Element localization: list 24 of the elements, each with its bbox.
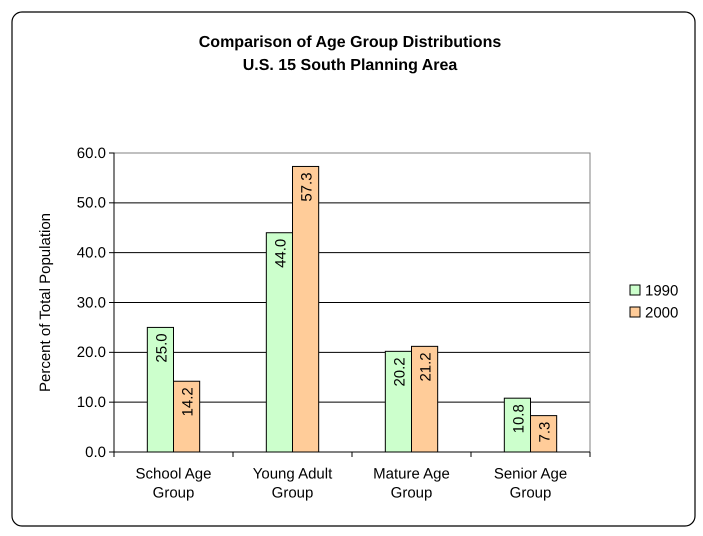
- y-axis-title: Percent of Total Population: [37, 212, 54, 392]
- data-label: 14.2: [180, 387, 197, 416]
- data-label: 21.2: [418, 352, 435, 382]
- y-tick-label: 40.0: [76, 244, 106, 262]
- data-label: 44.0: [272, 238, 290, 268]
- data-label: 57.3: [298, 172, 316, 202]
- data-label: 20.2: [391, 357, 408, 387]
- x-tick-label: School Age Group: [136, 466, 212, 502]
- y-tick-label: 30.0: [76, 294, 106, 312]
- data-label: 25.0: [153, 333, 170, 363]
- legend-label: 1990: [645, 282, 678, 300]
- x-tick-label: Senior Age Group: [494, 466, 568, 502]
- legend-label: 2000: [645, 304, 678, 322]
- chart-title: Comparison of Age Group Distributions: [198, 34, 502, 51]
- y-tick-label: 10.0: [76, 394, 106, 411]
- y-tick-label: 60.0: [76, 144, 106, 162]
- data-label: 7.3: [536, 422, 554, 442]
- x-tick-label: Young Adult Group: [252, 466, 334, 502]
- x-tick-label: Mature Age Group: [373, 466, 450, 502]
- chart-subtitle: U.S. 15 South Planning Area: [242, 57, 458, 74]
- data-label: 10.8: [510, 404, 528, 434]
- y-tick-label: 20.0: [76, 344, 106, 362]
- y-tick-label: 50.0: [76, 194, 106, 212]
- y-tick-label: 0.0: [85, 444, 106, 461]
